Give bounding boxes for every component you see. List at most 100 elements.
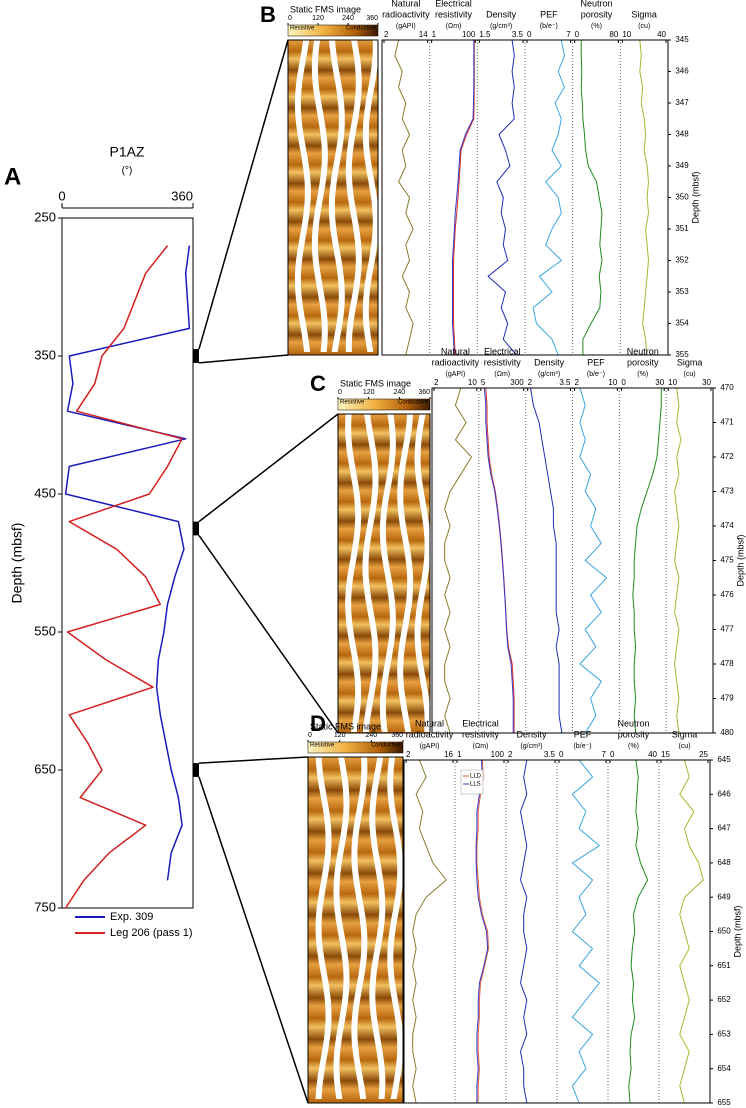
fms-title: Static FMS image xyxy=(310,721,381,731)
track-tick-label: 30 xyxy=(655,378,664,387)
log-curve xyxy=(532,39,565,356)
track-unit: (cu) xyxy=(638,23,650,30)
y-tick-label: 474 xyxy=(720,521,734,530)
track-title: Natural xyxy=(415,718,444,728)
series-line xyxy=(64,245,191,881)
fms-title: Static FMS image xyxy=(290,4,361,14)
track-tick-label: 2 xyxy=(508,750,513,759)
fms-gap xyxy=(362,414,379,732)
y-tick-label: 353 xyxy=(675,287,689,296)
track-tick-label: 2 xyxy=(406,750,411,759)
track-tick-label: 3.5 xyxy=(544,750,556,759)
track-tick-label: 2 xyxy=(434,378,439,387)
fms-frame xyxy=(307,756,404,1104)
log-curve xyxy=(475,759,489,1103)
track-unit: (%) xyxy=(591,23,602,30)
fms-gap xyxy=(328,40,345,352)
log-curve xyxy=(520,759,528,1104)
fms-tick-label: 120 xyxy=(334,732,346,739)
fms-tick-label: 240 xyxy=(365,732,377,739)
log-curve xyxy=(485,387,515,733)
depth-marker xyxy=(193,521,199,536)
track-tick-label: 10 xyxy=(608,378,617,387)
x-axis-title: P1AZ xyxy=(109,144,144,160)
fms-tick-label: 240 xyxy=(342,15,354,22)
track-tick-label: 15 xyxy=(661,750,670,759)
fms-tick-label: 360 xyxy=(366,15,378,22)
color-bar xyxy=(287,24,379,37)
track-tick-label: 7 xyxy=(566,30,571,39)
log-curve xyxy=(674,387,682,734)
y-tick-label: 476 xyxy=(720,590,734,599)
y-tick-label: 351 xyxy=(675,224,689,233)
track-title: porosity xyxy=(627,357,659,367)
log-curve xyxy=(444,387,472,734)
log-curve xyxy=(679,759,704,1104)
track-tick-label: 7 xyxy=(602,750,607,759)
y-axis-title: Depth (mbsf) xyxy=(735,534,745,586)
fms-gap xyxy=(333,757,350,1099)
fms-gap xyxy=(315,757,332,1099)
fms-tick-label: 0 xyxy=(308,732,312,739)
track-title: Neutron xyxy=(580,0,612,8)
y-tick-label: 649 xyxy=(717,892,731,901)
log-curve xyxy=(487,39,517,356)
log-curve xyxy=(580,40,603,355)
y-tick-label: 450 xyxy=(34,485,56,500)
y-tick-label: 645 xyxy=(717,755,731,764)
fms-gap xyxy=(294,40,311,352)
y-tick-label: 550 xyxy=(34,623,56,638)
track-unit: (gAPI) xyxy=(396,23,416,30)
y-tick-label: 354 xyxy=(675,319,689,328)
connector xyxy=(198,413,339,523)
track-tick-label: 300 xyxy=(510,378,524,387)
y-tick-label: 648 xyxy=(717,858,731,867)
x-tick-label: 360 xyxy=(171,188,193,203)
track-tick-label: 0 xyxy=(610,750,615,759)
color-bar xyxy=(307,741,404,754)
track-tick-label: 0 xyxy=(559,750,564,759)
log-curve xyxy=(530,387,563,734)
y-tick-label: 345 xyxy=(675,35,689,44)
log-curve xyxy=(453,40,475,356)
fms-tick-label: 0 xyxy=(338,389,342,396)
fms-tick-label: 360 xyxy=(391,732,403,739)
fms-title: Static FMS image xyxy=(340,378,411,388)
fms-tick-label: 120 xyxy=(312,15,324,22)
track-title: resistivity xyxy=(435,9,473,19)
y-tick-label: 646 xyxy=(717,789,731,798)
fms-gap xyxy=(362,40,379,352)
fms-gap xyxy=(311,40,328,352)
color-bar-high: Conductive xyxy=(398,400,429,406)
track-tick-label: 25 xyxy=(699,750,708,759)
y-tick-label: 655 xyxy=(717,1098,731,1107)
track-title: resistivity xyxy=(462,729,500,739)
track-unit: (b/e⁻) xyxy=(587,371,605,378)
track-title: Sigma xyxy=(631,9,657,19)
color-bar-high: Conductive xyxy=(371,743,402,749)
track-unit: (b/e⁻) xyxy=(573,743,591,750)
depth-marker xyxy=(193,349,199,363)
plot-frame xyxy=(61,217,194,909)
log-curve xyxy=(632,388,662,734)
y-axis-title: Depth (mbsf) xyxy=(732,905,742,957)
track-tick-label: 0 xyxy=(621,378,626,387)
track-tick-label: 10 xyxy=(622,30,631,39)
track-title: radioactivity xyxy=(382,9,430,19)
fms-tick-label: 240 xyxy=(393,389,405,396)
track-tick-label: 2 xyxy=(384,30,389,39)
y-tick-label: 347 xyxy=(675,98,689,107)
panel-label: B xyxy=(260,2,276,27)
panel-label: D xyxy=(310,711,326,736)
y-tick-label: 480 xyxy=(720,728,734,737)
fms-tick-label: 360 xyxy=(418,389,430,396)
track-title: resistivity xyxy=(484,357,522,367)
fms-gap xyxy=(379,414,396,732)
panel-label: C xyxy=(310,371,326,396)
track-unit: (gAPI) xyxy=(445,371,465,378)
track-title: Sigma xyxy=(677,357,703,367)
y-tick-label: 352 xyxy=(675,256,689,265)
y-axis-title: Depth (mbsf) xyxy=(690,171,700,223)
track-tick-label: 100 xyxy=(462,30,476,39)
